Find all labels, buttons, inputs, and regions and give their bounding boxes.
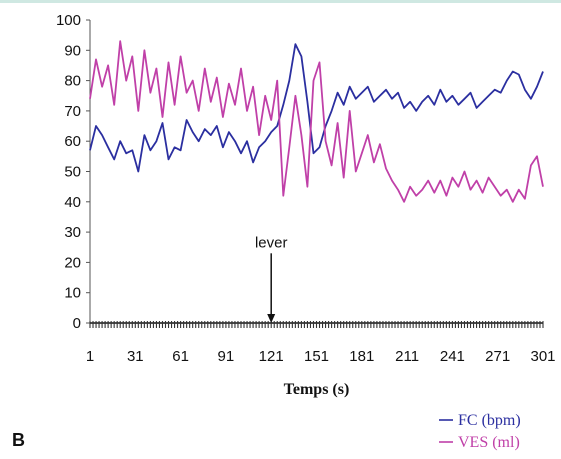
y-tick-label: 10 [64,285,81,302]
x-axis-tick-labels: 1 31 61 91 121 151 181 211 241 271 301 [86,348,556,365]
lever-arrow-head [267,314,276,323]
y-tick-label: 60 [64,133,81,150]
x-tick-label: 271 [485,348,510,365]
panel-label: B [12,430,25,450]
y-tick-label: 100 [56,12,81,29]
series-layer [89,40,544,203]
x-tick-label: 301 [530,348,555,365]
y-tick-label: 0 [73,315,81,332]
x-tick-label: 1 [86,348,94,365]
legend: FC (bpm) VES (ml) [439,412,521,451]
x-tick-label: 211 [395,348,419,365]
y-tick-label: 30 [64,224,81,241]
y-tick-label: 40 [64,194,81,211]
y-tick-label: 20 [64,254,81,271]
x-tick-label: 31 [127,348,144,365]
top-accent-bar [0,0,561,3]
x-tick-label: 121 [259,348,284,365]
x-axis-title: Temps (s) [284,381,350,398]
x-axis-minor-ticks [89,321,544,328]
x-tick-label: 241 [440,348,465,365]
x-tick-label: 61 [172,348,189,365]
legend-label: FC (bpm) [458,412,521,429]
y-tick-label: 80 [64,73,81,90]
x-tick-label: 181 [349,348,374,365]
x-tick-label: 91 [218,348,235,365]
y-tick-label: 50 [64,164,81,181]
series-line-2 [89,40,544,203]
series-line-1 [89,43,544,173]
y-tick-label: 70 [64,103,81,120]
y-axis-ticks: 0 10 20 30 40 50 60 70 80 90 100 [56,12,90,332]
y-tick-label: 90 [64,42,81,59]
legend-label: VES (ml) [458,434,520,451]
x-tick-label: 151 [304,348,329,365]
lever-label: lever [255,234,288,251]
lever-annotation: lever [255,234,288,323]
